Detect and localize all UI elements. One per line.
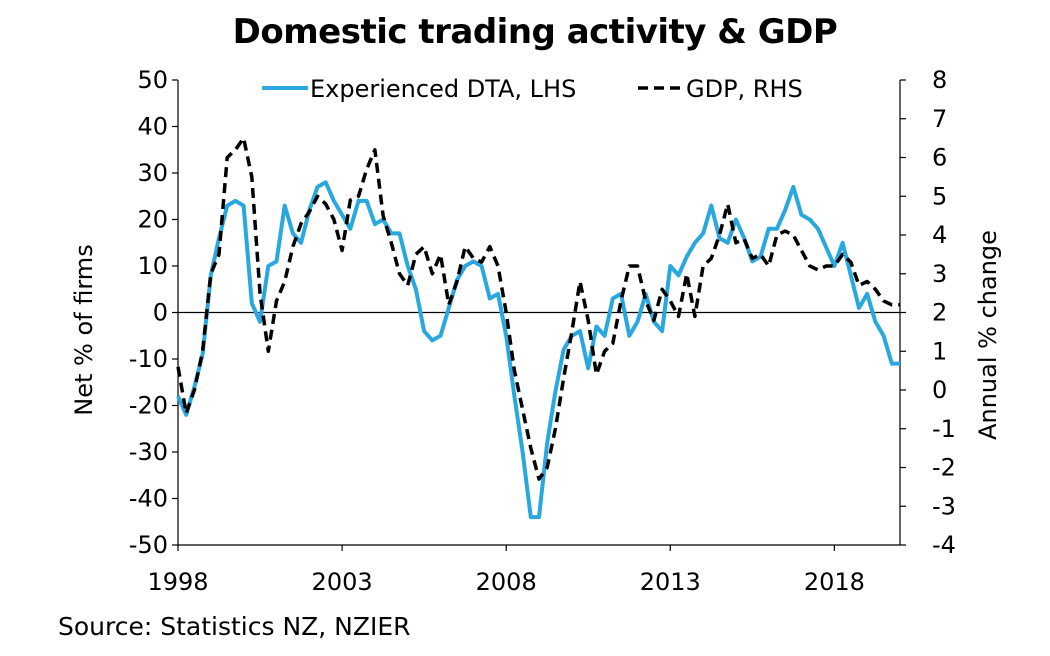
y-right-tick-label: 0 (932, 376, 947, 404)
y-left-tick-label: 10 (137, 252, 168, 280)
series-lines (176, 136, 900, 520)
y-right-tick-label: 4 (932, 221, 947, 249)
legend: Experienced DTA, LHS GDP, RHS (262, 75, 803, 103)
y-right-tick-label: 7 (932, 105, 947, 133)
y-right-tick-label: -2 (932, 454, 956, 482)
y-left-tick-label: 0 (153, 299, 168, 327)
source-note: Source: Statistics NZ, NZIER (58, 612, 411, 641)
y-left-tick-label: -20 (129, 392, 168, 420)
y-axis-right-title: Annual % change (974, 230, 1002, 440)
chart-title: Domestic trading activity & GDP (232, 12, 838, 52)
series-line-dta (176, 180, 900, 520)
y-right-tick-label: 1 (932, 337, 947, 365)
y-left-tick-label: 50 (137, 66, 168, 94)
y-left-tick-label: 40 (137, 113, 168, 141)
y-right-tick-label: 5 (932, 182, 947, 210)
axes: 50403020100-10-20-30-40-50876543210-1-2-… (129, 66, 956, 596)
y-left-tick-label: 30 (137, 159, 168, 187)
y-axis-left-title: Net % of firms (70, 244, 98, 415)
y-left-tick-label: -30 (129, 438, 168, 466)
series-line-gdp (176, 136, 900, 481)
x-tick-label: 2018 (804, 568, 865, 596)
y-right-tick-label: -3 (932, 492, 956, 520)
x-tick-label: 2013 (640, 568, 701, 596)
x-tick-label: 2003 (312, 568, 373, 596)
y-left-tick-label: 20 (137, 206, 168, 234)
y-right-tick-label: 3 (932, 260, 947, 288)
legend-label: Experienced DTA, LHS (310, 75, 576, 103)
y-left-tick-label: -10 (129, 345, 168, 373)
legend-label: GDP, RHS (686, 75, 803, 103)
x-tick-label: 2008 (476, 568, 537, 596)
x-tick-label: 1998 (147, 568, 208, 596)
y-right-tick-label: 8 (932, 66, 947, 94)
y-right-tick-label: -1 (932, 415, 956, 443)
y-right-tick-label: -4 (932, 531, 956, 559)
y-right-tick-label: 2 (932, 299, 947, 327)
y-right-tick-label: 6 (932, 144, 947, 172)
y-left-tick-label: -40 (129, 485, 168, 513)
y-left-tick-label: -50 (129, 531, 168, 559)
